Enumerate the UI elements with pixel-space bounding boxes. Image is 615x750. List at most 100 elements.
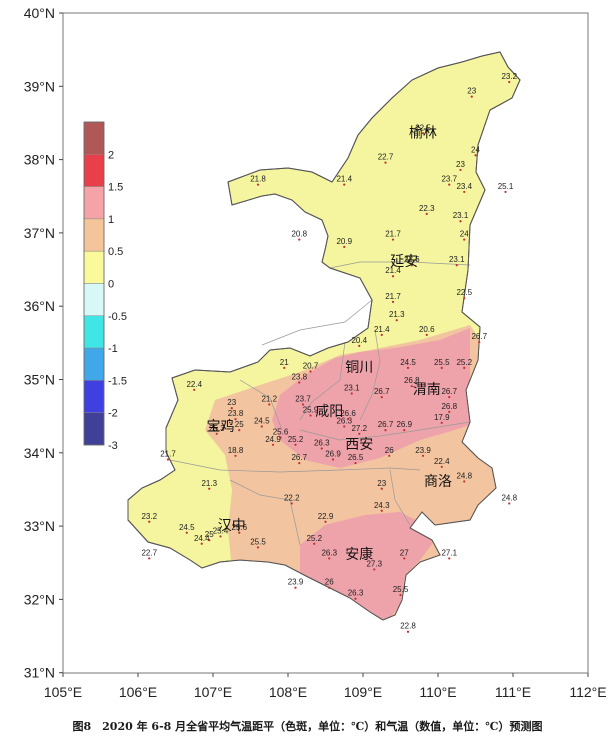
station-dot [425,333,428,336]
figure-caption: 图8 2020 年 6-8 月全省平均气温距平（色斑，单位：℃）和气温（数值，单… [72,720,543,733]
station-temperature: 23.7 [295,394,311,403]
station-dot [448,183,451,186]
lat-tick-label: 31°N [24,665,55,681]
lat-tick-label: 33°N [24,518,55,534]
anomaly-legend: 2 1.5 1 0.5 0 -0.5 -1 -1.5 -2 -3 [83,121,127,452]
station-temperature: 25.5 [250,537,266,546]
station-temperature: 21.8 [250,175,266,184]
station-dot [271,443,275,446]
station-dot [474,154,477,157]
city-name: 西安 [345,437,373,453]
station-temperature: 26.5 [348,453,364,462]
station-dot [406,366,410,369]
station-dot [200,542,203,545]
city-name: 渭南 [413,382,441,398]
station-dot [166,458,170,461]
station-temperature: 24.4 [194,534,210,543]
station-dot [388,454,391,457]
station-dot [358,344,361,347]
lat-tick-label: 34°N [24,445,55,461]
station-temperature: 21.4 [374,325,390,334]
station-dot [290,502,293,505]
station-dot [358,432,361,435]
station-dot [448,396,451,399]
province-border [127,51,521,621]
station-temperature: 20.9 [336,237,352,246]
city-name: 商洛 [424,474,452,490]
station-temperature: 26.3 [348,589,364,598]
city-name: 咸阳 [315,404,343,420]
station-temperature: 26.3 [336,416,352,425]
station-temperature: 25.5 [393,585,409,594]
station-temperature: 18.8 [228,446,244,455]
station-dot [373,568,376,571]
station-temperature: 26.7 [378,420,394,429]
station-temperature: 25 [205,530,214,539]
station-dot [256,183,260,186]
legend-label: 0 [108,279,114,291]
station-dot [328,586,331,589]
station-dot [421,454,425,457]
station-temperature: 23.7 [441,175,457,184]
station-temperature: 22.4 [186,380,202,389]
station-dot [463,190,466,194]
station-temperature: 20.6 [419,325,435,334]
station-temperature: 21.4 [336,175,352,184]
station-temperature: 21.7 [385,230,401,239]
legend-swatch [83,121,105,155]
station-dot [380,396,383,399]
station-dot [410,264,413,267]
station-temperature: 25.1 [498,182,514,191]
station-temperature: 20.8 [291,230,307,239]
station-temperature: 23.2 [501,72,517,81]
lon-tick-label: 105°E [44,684,82,700]
station-temperature: 24 [460,230,469,239]
station-dot [380,487,383,490]
station-dot [448,557,451,560]
station-dot [148,520,151,523]
station-temperature: 26 [385,446,394,455]
station-dot [343,183,346,186]
station-temperature: 27.1 [441,548,457,557]
city-name: 宝鸡 [207,418,235,435]
station-dot [193,388,196,391]
station-dot [403,557,406,560]
legend-frame [83,121,105,446]
station-dot [391,238,395,241]
station-dot [343,425,346,428]
station-temperature: 25 [235,420,244,429]
station-dot [440,366,443,369]
station-dot [313,542,316,545]
legend-swatch [83,250,105,284]
station-temperature: 23.1 [453,211,469,220]
city-name: 延安 [390,254,418,270]
station-dot [343,245,346,248]
legend-swatch [83,283,105,317]
station-temperature: 21.2 [261,394,277,403]
station-temperature: 24 [471,145,480,154]
station-temperature: 27.2 [351,424,367,433]
legend-label: -2 [108,408,118,420]
legend-swatch [83,347,105,381]
station-temperature: 23 [227,398,236,407]
station-temperature: 25.9 [303,405,319,414]
station-dot [425,212,428,216]
station-temperature: 27.3 [366,559,382,568]
legend-swatch [83,380,105,413]
station-dot [208,487,211,490]
lon-tick-label: 107°E [194,684,232,700]
station-temperature: 21.7 [385,292,401,301]
station-dot [384,429,387,432]
legend-swatch [83,186,105,220]
station-temperature: 25.6 [273,427,289,436]
legend-swatch [83,315,105,349]
station-temperature: 23.8 [228,409,244,418]
station-temperature: 23.8 [291,373,307,382]
lat-tick-label: 40°N [24,5,55,21]
station-temperature: 25.5 [434,358,450,367]
station-temperature: 21.4 [385,266,401,275]
station-dot [346,418,350,421]
station-temperature: 23.2 [141,512,157,521]
legend-label: -3 [108,440,118,452]
